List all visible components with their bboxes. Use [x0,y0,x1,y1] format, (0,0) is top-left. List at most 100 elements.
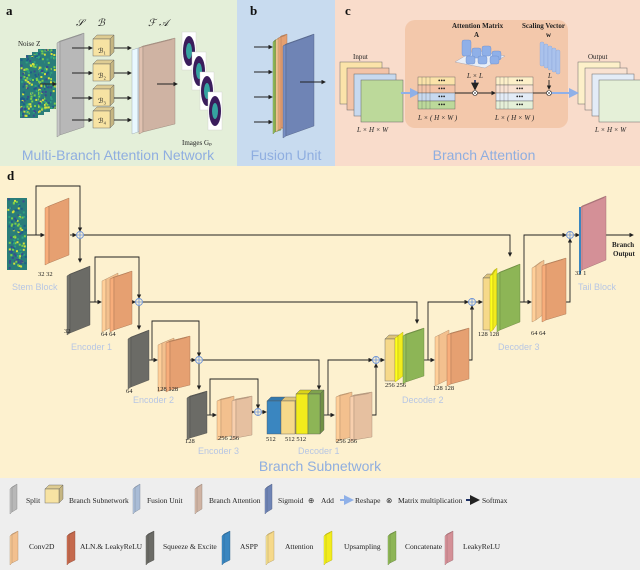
stem-input-noise-pixel [18,229,21,232]
noise-z-layer-pixel [38,69,41,72]
stem-input-noise-pixel [21,216,24,219]
stem-input-noise-pixel [8,248,11,251]
noise-z-layer-pixel [36,55,39,58]
input-label: Input [353,53,368,61]
fusion-orange-layer-2-edge [278,35,282,131]
stem-input-noise-pixel [13,239,16,242]
noise-z-layer-pixel [23,68,26,71]
enc1-add-node-cross [135,298,143,306]
noise-z-layer-pixel [49,81,52,84]
noise-z-layer-pixel [39,100,42,103]
dec1-conv-1-edge [335,394,341,443]
matrix-row [417,76,456,86]
enc2-conv-2-face [169,335,191,391]
stem-input-noise-pixel [16,258,19,261]
noise-z-layer-pixel [22,103,25,106]
noise-z-layer-pixel [27,103,30,106]
tail-conv-edge [579,207,581,274]
stem-add-node-cross [76,231,84,239]
noise-z-layer-pixel [26,59,29,62]
legend-fusion-unit-icon-top [133,484,140,489]
noise-z-layer-pixel [26,55,29,58]
noise-z-layer-pixel [24,107,27,110]
noise-z-layer-pixel [31,63,34,66]
dec2-conv-2-edge [446,332,452,387]
dec1-add-node [372,356,380,364]
noise-z-layer-pixel [31,56,34,59]
noise-z-layer-pixel [34,73,37,76]
noise-z-layer-pixel [50,55,53,58]
legend-conv2d-icon-face [11,530,19,564]
stem-input-noise-pixel [24,262,27,265]
dec1-conv-2-face [353,391,373,441]
branch-3-label: ℬ₃ [98,97,107,105]
legend-conv2d-icon-top [10,531,18,536]
noise-z-layer-pixel [37,98,40,101]
plot-bar [465,55,476,65]
noise-z-layer-pixel [23,110,26,113]
legend-label-branch-attention: Branch Attention [209,496,261,505]
legend-squeeze-excite-icon-face [147,530,155,564]
matrix-multiplication-node [472,90,478,96]
dec2-concatenate-top [403,328,424,336]
stem-conv-layer-face [48,197,70,264]
legend-aln-leakyrelu-icon-face [68,530,76,564]
stem-input-noise-pixel [17,264,20,267]
enc2-add-node-cross [195,356,203,364]
stem-input-noise-pixel [21,244,24,247]
noise-z-layer-pixel [21,80,24,83]
noise-z-layer-pixel [38,95,41,98]
matrix-row [417,84,456,94]
noise-z-layer-pixel [34,66,37,69]
tail-block-label: Tail Block [578,282,617,292]
stem-input-noise-pixel [11,217,14,220]
stem-input-noise-pixel [14,209,17,212]
noise-z-layer-pixel [44,100,47,103]
vector-bar [547,45,553,71]
noise-z-layer-pixel [47,61,50,64]
attention-core-box [405,20,568,128]
legend-upsampling-icon-face [325,530,333,564]
noise-z-layer-pixel [45,106,48,109]
noise-z-layer-pixel [37,56,40,59]
noise-z-layer-pixel [49,101,52,104]
stem-conv-layer [44,197,70,266]
stem-input-noise-pixel [13,253,16,256]
noise-z-layer-pixel [45,73,48,76]
stem-input-noise-pixel [13,199,16,202]
stem-input-noise-pixel [17,261,20,264]
branch-4-label: ℬ₄ [98,117,107,125]
tail-channels: 32 1 [575,270,586,277]
noise-z-layer-pixel [28,78,31,81]
noise-z-layer-pixel [50,106,53,109]
legend-sigmoid-icon [264,483,273,515]
output-dims: L × H × W [594,126,627,134]
noise-z-layer-pixel [39,86,42,89]
noise-z-layer-pixel [50,56,53,59]
legend-conv2d-icon [9,530,19,566]
noise-z-layer-pixel [52,106,55,109]
enc1-add-node [135,298,143,306]
legend-label-fusion-unit: Fusion Unit [147,496,184,505]
tail-leakyrelu [579,195,607,273]
panel-b-letter: b [250,3,257,18]
noise-z-layer-pixel [33,79,36,82]
legend-upsampling-icon-top [324,531,332,536]
generated-image [207,91,223,131]
stem-input-noise-pixel [17,223,20,226]
legend-attention-icon-face [267,530,275,564]
stem-input-noise-pixel [12,235,15,238]
stem-input-noise-pixel [14,245,17,248]
matrix-dots: ••• [516,101,524,109]
noise-z-layer-pixel [22,77,25,80]
noise-z-layer-pixel [32,79,35,82]
legend-leakyrelu-icon-face [446,530,454,564]
noise-z-layer-pixel [23,99,26,102]
legend-aspp-icon-top [222,531,230,536]
noise-z-layer-pixel [21,115,24,118]
noise-z-layer-pixel [52,90,55,93]
branch-subnetwork-box-side [109,84,115,107]
noise-z-layer-pixel [44,102,47,105]
vector-bar [543,43,549,69]
